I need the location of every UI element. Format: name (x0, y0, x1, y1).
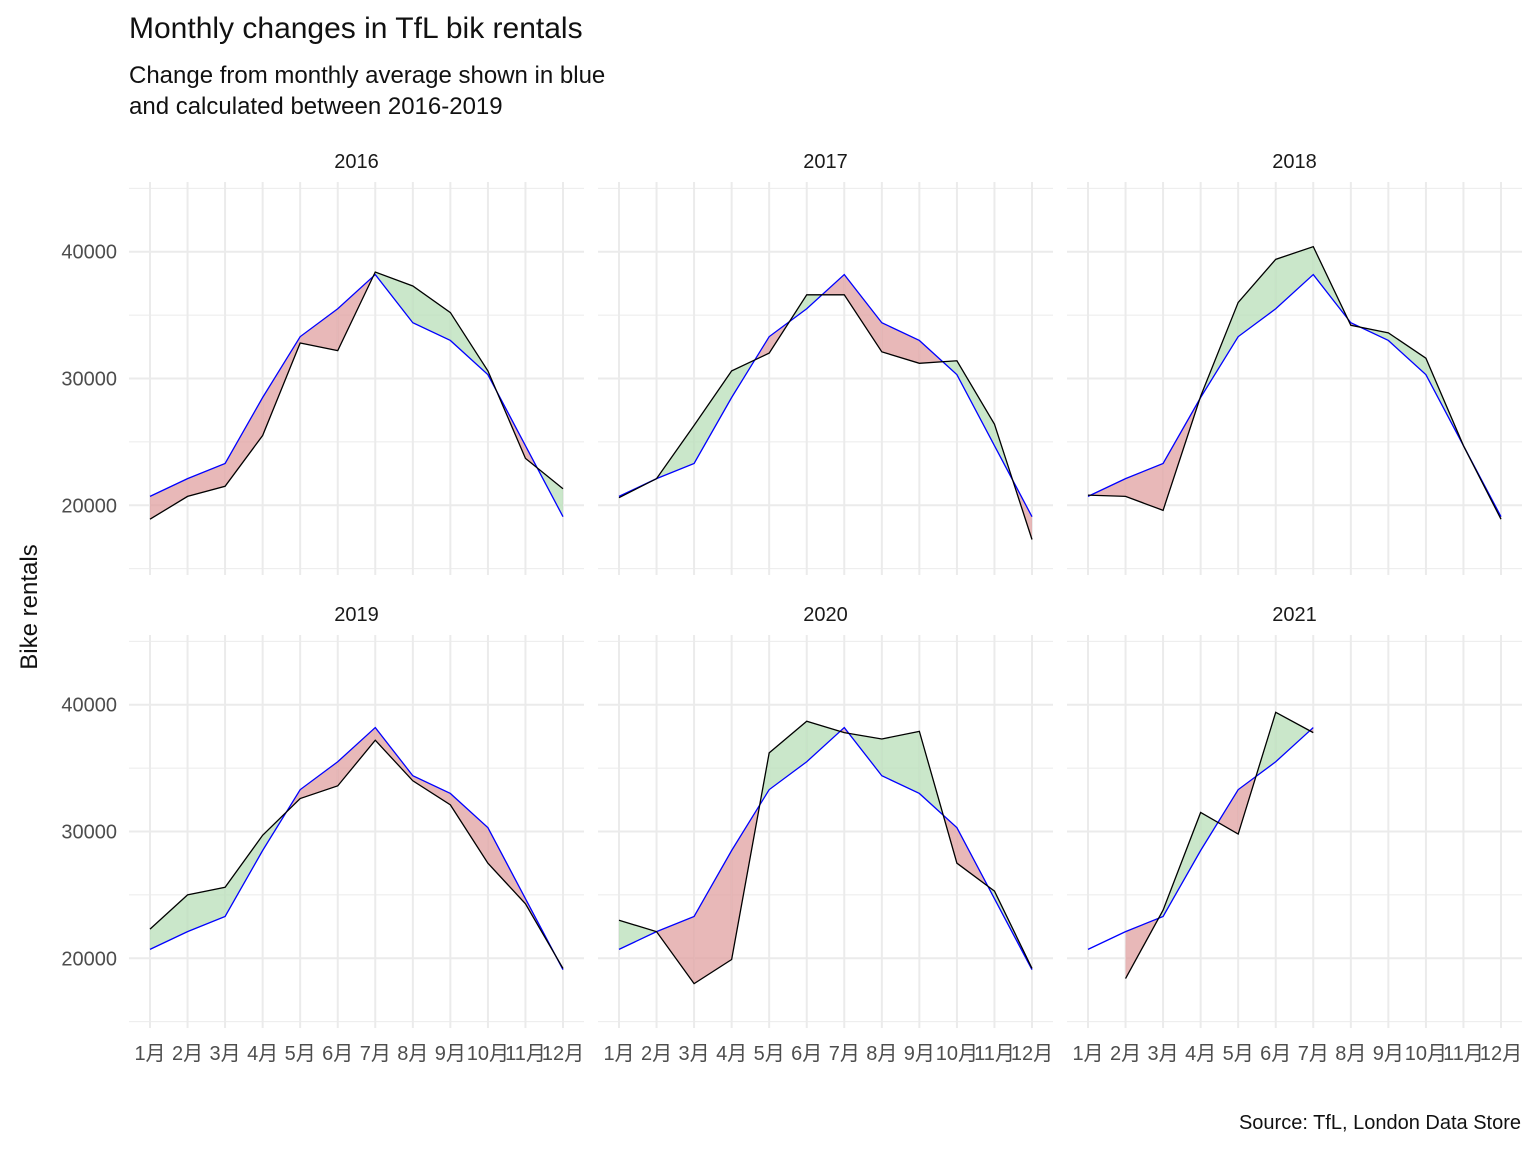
y-tick-label: 40000 (61, 242, 117, 264)
below-average-area (225, 397, 263, 487)
x-tick-label: 8月 (866, 1043, 897, 1065)
above-average-area (1388, 332, 1426, 375)
below-average-area (337, 727, 376, 786)
x-tick-label: 5月 (754, 1043, 785, 1065)
x-tick-label: 7月 (1298, 1043, 1329, 1065)
x-tick-label: 7月 (829, 1043, 860, 1065)
chart-title: Monthly changes in TfL bik rentals (129, 12, 583, 45)
average-line (618, 726, 1033, 970)
x-tick-label: 12月 (1480, 1043, 1522, 1065)
y-tick-label: 20000 (61, 495, 117, 517)
x-tick-label: 1月 (134, 1043, 165, 1065)
subtitle-line-1: Change from monthly average shown in blu… (129, 62, 606, 89)
x-tick-label: 2月 (1110, 1043, 1141, 1065)
panel-strip-label: 2020 (803, 604, 848, 626)
x-tick-label: 9月 (904, 1043, 935, 1065)
x-tick-label: 5月 (285, 1043, 316, 1065)
above-average-area (187, 887, 226, 932)
average-line (149, 726, 564, 970)
panel-strip-label: 2018 (1272, 151, 1317, 173)
y-tick-label: 30000 (61, 822, 117, 844)
above-average-area (619, 920, 657, 950)
actual-line (618, 294, 1033, 540)
x-tick-label: 5月 (1223, 1043, 1254, 1065)
x-tick-label: 6月 (791, 1043, 822, 1065)
x-tick-label: 2月 (172, 1043, 203, 1065)
panel-strip-label: 2019 (334, 604, 379, 626)
x-tick-label: 12月 (542, 1043, 584, 1065)
actual-line (618, 720, 1033, 985)
above-average-area (1238, 259, 1276, 337)
actual-line (1124, 711, 1314, 979)
panel-strip-label: 2017 (803, 151, 848, 173)
average-line (618, 273, 1033, 517)
panel-2019: 2019 20000 30000 40000 1月 2月 3月 4月 5月 6月 7月 8月 9月 10月… (61, 604, 584, 1065)
below-average-area (844, 274, 882, 352)
y-tick-label: 30000 (61, 369, 117, 391)
chart-subtitle: Change from monthly average shown in blu… (129, 60, 605, 122)
below-average-area (412, 775, 451, 805)
above-average-area (1275, 246, 1314, 309)
below-average-area (300, 308, 338, 351)
panel-strip-label: 2021 (1272, 604, 1317, 626)
x-tick-label: 9月 (1373, 1043, 1404, 1065)
above-average-area (881, 731, 920, 794)
above-average-area (769, 721, 807, 790)
average-line (1087, 727, 1314, 950)
subtitle-line-2: and calculated between 2016-2019 (129, 93, 503, 120)
y-tick-label: 40000 (61, 695, 117, 717)
above-average-area (956, 360, 995, 446)
x-tick-label: 10月 (467, 1043, 509, 1065)
x-tick-label: 1月 (1072, 1043, 1103, 1065)
x-tick-label: 6月 (1260, 1043, 1291, 1065)
panel-2018: 2018 (1067, 151, 1522, 575)
average-line (1087, 273, 1502, 517)
x-tick-label: 4月 (1185, 1043, 1216, 1065)
below-average-area (656, 916, 695, 984)
x-tick-label: 4月 (716, 1043, 747, 1065)
above-average-area (225, 835, 263, 917)
x-tick-label: 10月 (936, 1043, 978, 1065)
x-tick-label: 7月 (360, 1043, 391, 1065)
above-average-area (694, 370, 732, 464)
above-average-area (806, 721, 841, 762)
x-tick-label: 11月 (1443, 1043, 1484, 1065)
below-average-area (1217, 789, 1239, 835)
panel-strip-label: 2016 (334, 151, 379, 173)
x-tick-label: 11月 (974, 1043, 1015, 1065)
x-tick-label: 3月 (679, 1043, 710, 1065)
x-tick-label: 1月 (603, 1043, 634, 1065)
x-tick-label: 8月 (1335, 1043, 1366, 1065)
x-tick-label: 11月 (505, 1043, 546, 1065)
below-average-area (881, 322, 920, 364)
x-tick-label: 8月 (397, 1043, 428, 1065)
above-average-area (1200, 812, 1218, 851)
x-tick-label: 2月 (641, 1043, 672, 1065)
x-tick-label: 3月 (1148, 1043, 1179, 1065)
x-tick-label: 6月 (322, 1043, 353, 1065)
below-average-area (300, 761, 338, 799)
below-average-area (375, 727, 413, 781)
actual-line (149, 271, 564, 520)
above-average-area (1275, 712, 1310, 762)
panel-2016: 2016 20000 30000 40000 (61, 151, 584, 575)
x-tick-label: 4月 (247, 1043, 278, 1065)
actual-line (1087, 245, 1502, 520)
x-tick-label: 10月 (1405, 1043, 1447, 1065)
x-tick-label: 9月 (435, 1043, 466, 1065)
below-average-area (450, 793, 488, 864)
y-tick-label: 20000 (61, 948, 117, 970)
source-caption: Source: TfL, London Data Store (1238, 1112, 1521, 1134)
actual-line (149, 739, 564, 969)
below-average-area (694, 850, 732, 984)
panel-2017: 2017 (598, 151, 1053, 575)
x-tick-label: 12月 (1011, 1043, 1053, 1065)
below-average-area (150, 478, 188, 520)
x-tick-label: 3月 (210, 1043, 241, 1065)
